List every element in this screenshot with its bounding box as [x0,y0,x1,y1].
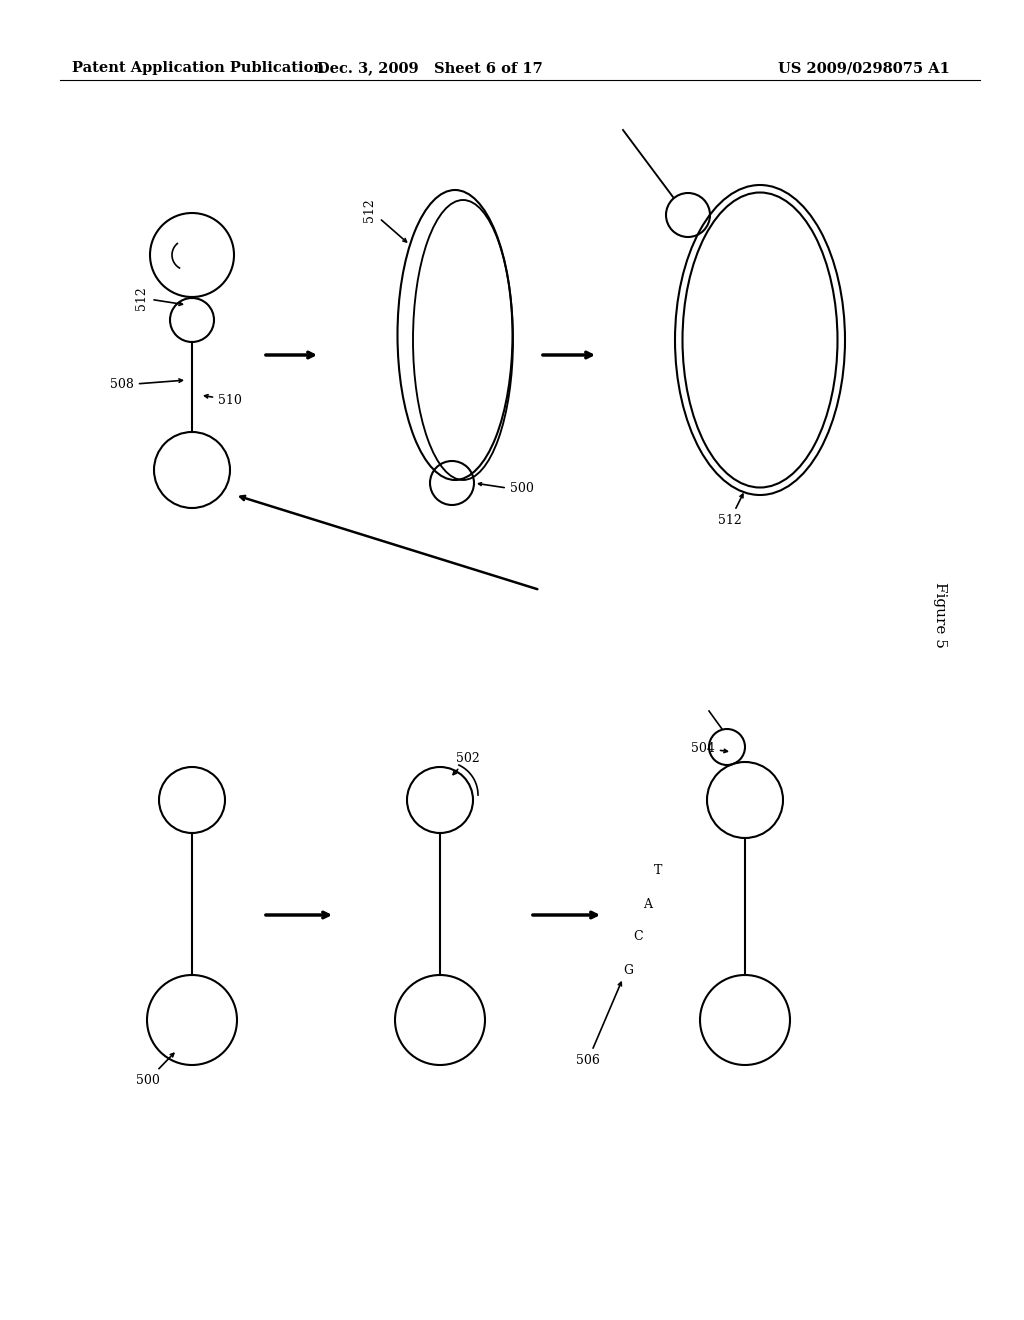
Text: A: A [643,898,652,911]
Text: 500: 500 [136,1053,174,1086]
Text: 512: 512 [718,494,743,527]
Text: 500: 500 [510,482,534,495]
Text: G: G [623,964,633,977]
Text: 512: 512 [135,286,182,310]
Text: Figure 5: Figure 5 [933,582,947,648]
Text: 510: 510 [205,393,242,407]
Text: 506: 506 [577,982,622,1067]
Text: Dec. 3, 2009   Sheet 6 of 17: Dec. 3, 2009 Sheet 6 of 17 [317,61,543,75]
Text: 508: 508 [110,379,182,392]
Text: C: C [633,931,643,944]
Text: 502: 502 [453,751,480,775]
Text: US 2009/0298075 A1: US 2009/0298075 A1 [778,61,950,75]
Text: Patent Application Publication: Patent Application Publication [72,61,324,75]
Text: T: T [653,865,663,878]
Text: 504: 504 [691,742,727,755]
Text: 512: 512 [364,198,407,242]
